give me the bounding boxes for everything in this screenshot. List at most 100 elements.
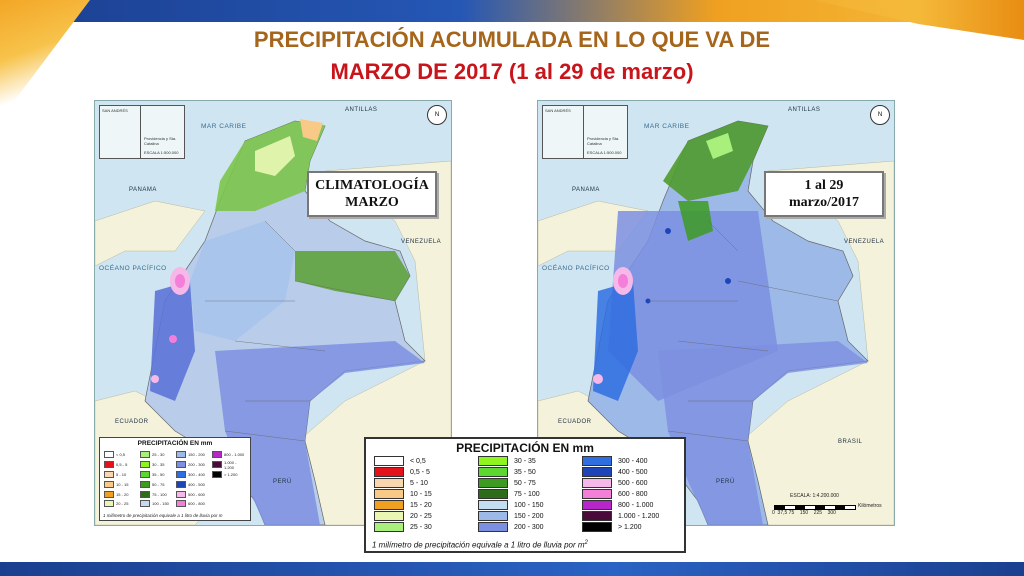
legend-swatch [212, 471, 222, 479]
label-antillas: ANTILLAS [345, 107, 378, 113]
legend-item-label: > 1.200 [224, 472, 238, 478]
scale-ticks: 0 37,5 75 150 225 300 [772, 510, 836, 516]
label-brasil: BRASIL [838, 439, 863, 445]
slide-title: PRECIPITACIÓN ACUMULADA EN LO QUE VA DE … [200, 24, 824, 88]
legend-swatch [478, 500, 508, 510]
legend-item-label: < 0,5 [410, 457, 426, 465]
legend-empty-cell [212, 499, 246, 508]
legend-swatch [478, 522, 508, 532]
legend-grid: < 0,5 30 - 35 300 - 400 0,5 - 5 35 - 50 400 -… [374, 456, 678, 534]
legend-swatch [140, 480, 150, 488]
legend-item-label: 10 - 15 [116, 481, 129, 487]
legend-footnote-superscript: 2 [584, 540, 588, 547]
legend-item-label: 200 - 300 [514, 523, 544, 531]
legend-item: 150 - 200 [478, 511, 574, 521]
march-2017-map: SAN ANDRÉS Providencia y Sta. Catalina E… [537, 100, 895, 526]
legend-item-label: 150 - 200 [188, 451, 205, 457]
legend-swatch [176, 490, 186, 498]
small-legend-grid: < 0,5 25 - 30 150 - 200 800 - 1.000 0,5 - 5 3… [104, 450, 246, 508]
legend-swatch [140, 490, 150, 498]
legend-item-label: 400 - 500 [618, 468, 648, 476]
legend-swatch [582, 467, 612, 477]
legend-item-label: 800 - 1.000 [618, 501, 654, 509]
legend-item: > 1.200 [582, 522, 678, 532]
scale-bar: ESCALA: 1:4.200.000 0 37,5 75 150 225 30… [770, 491, 888, 519]
label-oceano-pacifico: OCÉANO PACÍFICO [99, 265, 167, 272]
legend-swatch [478, 467, 508, 477]
legend-swatch [140, 471, 150, 479]
legend-item: 50 - 75 [478, 478, 574, 488]
legend-item-label: 500 - 600 [618, 479, 648, 487]
legend-item-label: 10 - 15 [410, 490, 432, 498]
legend-swatch [374, 456, 404, 466]
legend-title: PRECIPITACIÓN EN mm [456, 441, 594, 455]
inset-label-san-andres: SAN ANDRÉS [102, 108, 128, 113]
legend-item-label: 0,5 - 5 [410, 468, 430, 476]
top-decorative-band [0, 0, 1024, 22]
legend-item-label: 800 - 1.000 [224, 451, 245, 457]
legend-swatch [478, 489, 508, 499]
legend-item: 800 - 1.000 [582, 500, 678, 510]
legend-item: 600 - 800 [176, 499, 210, 508]
legend-item: 200 - 300 [478, 522, 574, 532]
label-oceano-pacifico-right: OCÉANO PACÍFICO [542, 265, 610, 272]
legend-item: < 0,5 [104, 450, 138, 459]
legend-swatch [176, 500, 186, 508]
legend-swatch [104, 480, 114, 488]
legend-item: 25 - 30 [140, 450, 174, 459]
legend-item: 10 - 15 [104, 480, 138, 489]
legend-item: 10 - 15 [374, 489, 470, 499]
legend-item: 1.000 - 1.200 [212, 460, 246, 470]
legend-item-label: 0,5 - 5 [116, 462, 128, 468]
legend-swatch [478, 511, 508, 521]
period-label-line-2: marzo/2017 [789, 195, 859, 210]
legend-swatch [478, 456, 508, 466]
legend-item-label: 50 - 75 [514, 479, 536, 487]
legend-swatch [582, 522, 612, 532]
legend-item: 0,5 - 5 [104, 460, 138, 470]
label-venezuela: VENEZUELA [401, 239, 442, 245]
climatology-label-line-2: MARZO [345, 195, 399, 210]
legend-item: 20 - 25 [104, 499, 138, 508]
small-legend-title: PRECIPITACIÓN EN mm [137, 440, 213, 447]
legend-item-label: 100 - 150 [514, 501, 544, 509]
legend-item: 600 - 800 [582, 489, 678, 499]
legend-swatch [582, 456, 612, 466]
small-legend-footnote: 1 milímetro de precipitación equivale a … [103, 513, 223, 518]
legend-swatch [374, 489, 404, 499]
legend-item-label: 20 - 25 [116, 501, 129, 507]
label-ecuador-right: ECUADOR [558, 419, 592, 425]
legend-swatch [176, 461, 186, 469]
legend-item: 500 - 600 [582, 478, 678, 488]
legend-item: 35 - 50 [478, 467, 574, 477]
legend-swatch [212, 461, 222, 469]
legend-item-label: 30 - 35 [514, 457, 536, 465]
climatology-map: SAN ANDRÉS Providencia y Sta. Catalina E… [94, 100, 452, 526]
legend-item-label: 300 - 400 [188, 472, 205, 478]
legend-item: 500 - 600 [176, 490, 210, 499]
period-label-box: 1 al 29 marzo/2017 [764, 171, 884, 217]
inset-label-providencia: Providencia y Sta. Catalina [144, 136, 177, 146]
legend-item-label: 75 - 100 [514, 490, 540, 498]
legend-item-label: 5 - 10 [116, 472, 127, 478]
legend-item-label: 300 - 400 [618, 457, 648, 465]
legend-item-label: 400 - 500 [188, 481, 205, 487]
north-arrow-icon: N [427, 105, 447, 125]
legend-item: 100 - 150 [478, 500, 574, 510]
legend-item: 100 - 150 [140, 499, 174, 508]
north-arrow-icon-right: N [870, 105, 890, 125]
legend-swatch [176, 450, 186, 458]
legend-item-label: 15 - 20 [410, 501, 432, 509]
scale-bar-graphic [774, 505, 856, 510]
legend-swatch [140, 461, 150, 469]
legend-empty-cell [212, 480, 246, 489]
inset-scale-label: ESCALA 1:500.000 [144, 150, 179, 155]
legend-item: > 1.200 [212, 471, 246, 480]
inset-label-san-andres-right: SAN ANDRÉS [545, 108, 571, 113]
precipitation-legend: PRECIPITACIÓN EN mm < 0,5 30 - 35 300 - 40… [364, 437, 686, 553]
top-left-decorative-corner [0, 0, 90, 120]
legend-item: 15 - 20 [104, 490, 138, 499]
legend-swatch [104, 471, 114, 479]
legend-swatch [374, 522, 404, 532]
legend-swatch [582, 511, 612, 521]
